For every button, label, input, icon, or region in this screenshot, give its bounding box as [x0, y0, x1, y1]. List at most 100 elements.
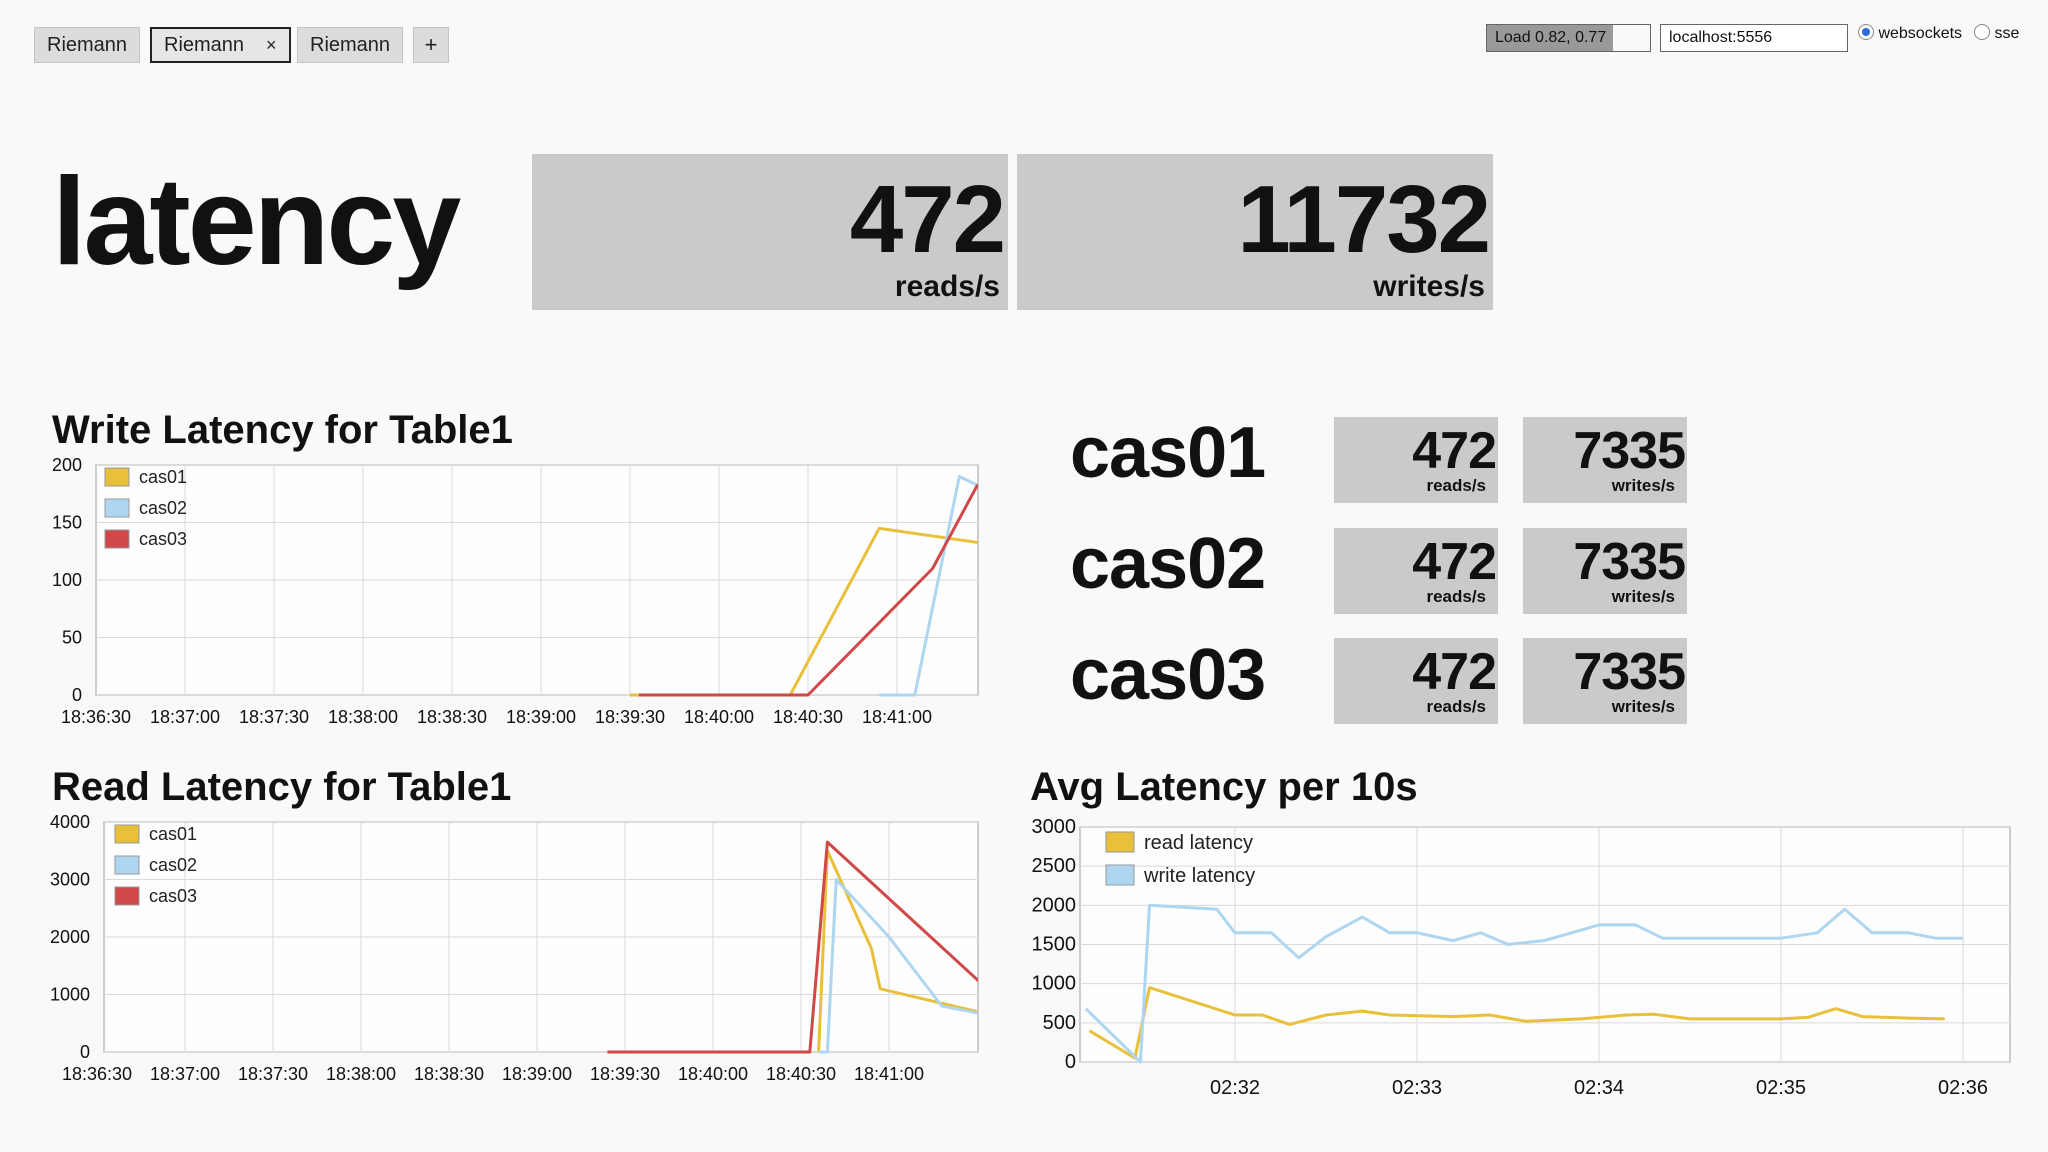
- x-tick-label: 02:34: [1574, 1077, 1624, 1099]
- x-tick-label: 18:39:00: [506, 707, 576, 727]
- host-reads-value: 472: [1412, 422, 1497, 480]
- host-reads-unit: reads/s: [1426, 587, 1486, 606]
- tab-label: Riemann: [310, 34, 391, 56]
- websockets-radio[interactable]: websockets: [1858, 24, 1962, 43]
- x-tick-label: 18:37:30: [239, 707, 309, 727]
- radio-selected-icon: [1858, 24, 1874, 40]
- y-tick-label: 1000: [50, 985, 90, 1005]
- add-tab-button[interactable]: +: [413, 27, 449, 63]
- series-line-cas02: [879, 475, 978, 697]
- x-tick-label: 18:39:00: [502, 1064, 572, 1084]
- x-tick-label: 18:40:00: [684, 707, 754, 727]
- legend-label: cas01: [139, 467, 187, 487]
- legend-label: cas02: [149, 855, 197, 875]
- x-tick-label: 18:36:30: [61, 707, 131, 727]
- host-writes-value: 7335: [1573, 643, 1686, 701]
- legend-swatch: [114, 886, 140, 906]
- radio-unselected-icon: [1974, 24, 1990, 40]
- total-writes-metric: 11732 writes/s: [1017, 154, 1493, 310]
- legend-swatch: [114, 855, 140, 875]
- x-tick-label: 18:38:30: [417, 707, 487, 727]
- host-reads-metric: 472 reads/s: [1334, 638, 1498, 724]
- y-tick-label: 0: [80, 1042, 90, 1062]
- x-tick-label: 18:41:00: [862, 707, 932, 727]
- x-tick-label: 02:33: [1392, 1077, 1442, 1099]
- total-reads-unit: reads/s: [894, 270, 1000, 303]
- write-latency-chart-title: Write Latency for Table1: [52, 408, 513, 452]
- x-tick-label: 18:40:30: [773, 707, 843, 727]
- host-label-cas01: cas01: [1070, 413, 1266, 493]
- legend-label: cas01: [149, 824, 197, 844]
- server-input[interactable]: localhost:5556: [1660, 24, 1848, 52]
- y-tick-label: 150: [52, 513, 82, 533]
- host-reads-unit: reads/s: [1426, 697, 1486, 716]
- close-icon[interactable]: ×: [266, 35, 277, 55]
- legend-label: write latency: [1143, 865, 1255, 887]
- host-reads-unit: reads/s: [1426, 476, 1486, 495]
- y-tick-label: 2500: [1032, 855, 1077, 877]
- x-tick-label: 02:35: [1756, 1077, 1806, 1099]
- x-tick-label: 02:36: [1938, 1077, 1988, 1099]
- x-tick-label: 18:41:00: [854, 1064, 924, 1084]
- host-writes-unit: writes/s: [1611, 587, 1675, 606]
- legend-swatch: [104, 529, 130, 549]
- y-tick-label: 4000: [50, 812, 90, 832]
- legend-swatch: [104, 498, 130, 518]
- legend-swatch: [1105, 864, 1135, 886]
- tab-riemann-2[interactable]: Riemann ×: [150, 27, 291, 63]
- y-tick-label: 500: [1043, 1012, 1076, 1034]
- sse-radio[interactable]: sse: [1974, 24, 2019, 43]
- host-writes-metric: 7335 writes/s: [1523, 638, 1687, 724]
- y-tick-label: 3000: [50, 870, 90, 890]
- x-tick-label: 18:39:30: [590, 1064, 660, 1084]
- legend-swatch: [114, 824, 140, 844]
- x-tick-label: 18:36:30: [62, 1064, 132, 1084]
- x-tick-label: 18:37:00: [150, 707, 220, 727]
- series-line-read-latency: [1088, 986, 1945, 1060]
- legend-label: cas03: [139, 529, 187, 549]
- legend-swatch: [104, 467, 130, 487]
- y-tick-label: 0: [72, 685, 82, 705]
- read-latency-chart: 0 1000 2000 3000 4000 18:36:30 18:37:00 18:37:3…: [50, 812, 979, 1084]
- host-label-cas03: cas03: [1070, 635, 1266, 715]
- y-tick-label: 3000: [1032, 816, 1077, 838]
- host-reads-value: 472: [1412, 643, 1497, 701]
- y-tick-label: 1500: [1032, 934, 1077, 956]
- avg-latency-chart-title: Avg Latency per 10s: [1030, 765, 1418, 809]
- tab-riemann-3[interactable]: Riemann: [297, 27, 404, 63]
- x-tick-label: 18:38:00: [326, 1064, 396, 1084]
- series-line-cas03: [607, 840, 978, 1054]
- tab-riemann-1[interactable]: Riemann: [34, 27, 141, 63]
- websockets-label: websockets: [1878, 25, 1963, 42]
- x-tick-label: 02:32: [1210, 1077, 1260, 1099]
- y-tick-label: 50: [62, 628, 82, 648]
- host-label-cas02: cas02: [1070, 524, 1266, 604]
- host-writes-value: 7335: [1573, 422, 1686, 480]
- y-tick-label: 0: [1065, 1051, 1076, 1073]
- write-latency-chart: 0 50 100 150 200 18:36:30 18:37:00 18:37:30 18:3…: [52, 455, 979, 727]
- x-tick-label: 18:37:30: [238, 1064, 308, 1084]
- total-writes-value: 11732: [1237, 166, 1491, 273]
- host-writes-value: 7335: [1573, 533, 1686, 591]
- host-reads-value: 472: [1412, 533, 1497, 591]
- host-writes-unit: writes/s: [1611, 476, 1675, 495]
- legend-label: cas03: [149, 886, 197, 906]
- x-tick-label: 18:38:00: [328, 707, 398, 727]
- legend-label: read latency: [1144, 832, 1253, 854]
- series-line-cas02: [818, 878, 978, 1054]
- load-indicator: Load 0.82, 0.77: [1486, 24, 1651, 52]
- page-title: latency: [52, 153, 461, 291]
- host-writes-metric: 7335 writes/s: [1523, 417, 1687, 503]
- legend-swatch: [1105, 831, 1135, 853]
- total-writes-unit: writes/s: [1373, 270, 1485, 303]
- y-tick-label: 200: [52, 455, 82, 475]
- read-latency-chart-title: Read Latency for Table1: [52, 765, 512, 809]
- x-tick-label: 18:40:00: [678, 1064, 748, 1084]
- x-tick-label: 18:38:30: [414, 1064, 484, 1084]
- series-line-write-latency: [1084, 903, 1963, 1064]
- series-line-cas03: [638, 484, 978, 697]
- y-tick-label: 100: [52, 570, 82, 590]
- y-tick-label: 2000: [50, 927, 90, 947]
- tab-label: Riemann: [164, 34, 245, 56]
- host-writes-metric: 7335 writes/s: [1523, 528, 1687, 614]
